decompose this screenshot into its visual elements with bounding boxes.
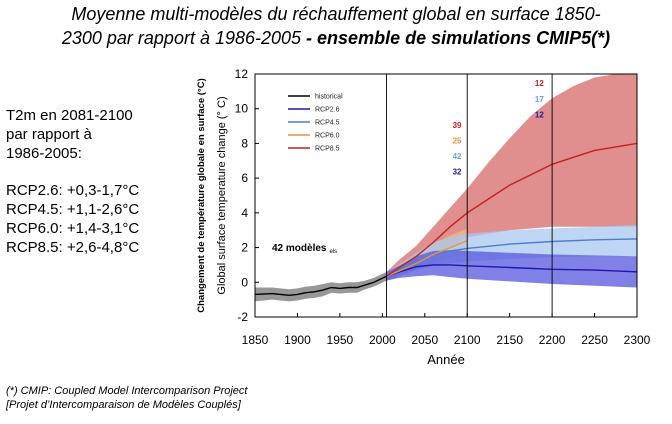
summary-rcp85: RCP8.5: +2,6-4,8°C — [6, 239, 140, 256]
model-count-12: 12 — [535, 79, 544, 88]
legend-label-rcp26: RCP2.6 — [315, 107, 340, 114]
footnote: (*) CMIP: Coupled Model Intercomparison … — [6, 384, 247, 412]
y-tick-label: 12 — [235, 67, 249, 81]
model-count-39: 39 — [453, 121, 462, 130]
legend-label-historical: historical — [315, 94, 343, 101]
model-count-17: 17 — [535, 95, 544, 104]
y-axis-title-en: Global surface temperature change (° C) — [216, 96, 228, 294]
legend-label-rcp85: RCP8.5 — [315, 146, 340, 153]
x-tick-label: 2150 — [496, 333, 523, 347]
x-axis-title: Année — [427, 352, 465, 367]
band-rcp45 — [386, 225, 637, 281]
summary-heading-1: T2m en 2081-2100 — [6, 107, 133, 124]
models-count-suffix: els — [329, 249, 337, 255]
slide-title: Moyenne multi-modèles du réchauffement g… — [0, 2, 672, 50]
y-tick-label: 6 — [241, 171, 248, 185]
title-line-2: 2300 par rapport à 1986-2005 - ensemble … — [0, 26, 672, 50]
line-historical — [254, 275, 387, 297]
line-rcp60 — [386, 239, 468, 277]
footnote-line-2: [Projet d’Intercomparaison de Modèles Co… — [6, 399, 241, 411]
summary-rcp45: RCP4.5: +1,1-2,6°C — [6, 201, 140, 218]
uncertainty-bands — [255, 74, 637, 302]
warming-summary: T2m en 2081-2100 par rapport à 1986-2005… — [6, 106, 196, 257]
x-tick-label: 2300 — [624, 333, 651, 347]
model-count-25: 25 — [453, 136, 462, 145]
period-dividers — [386, 74, 553, 317]
model-count-42: 42 — [453, 152, 462, 161]
axis-ticks: 1850 1900 1950 2000 2050 2100 2150 2200 2250 2300… — [235, 67, 651, 347]
x-tick-label: 2050 — [411, 333, 438, 347]
summary-heading-3: 1986-2005: — [6, 145, 82, 162]
models-count-main: 42 modèles — [272, 243, 327, 254]
x-tick-label: 1900 — [284, 333, 311, 347]
x-tick-label: 1850 — [242, 333, 269, 347]
band-historical — [255, 271, 387, 302]
x-tick-label: 2100 — [454, 333, 481, 347]
y-tick-label: -2 — [237, 310, 248, 324]
summary-rcp26: RCP2.6: +0,3-1,7°C — [6, 182, 140, 199]
y-tick-label: 4 — [241, 206, 248, 220]
title-line-2-bold: - ensemble de simulations CMIP5(*) — [301, 28, 611, 48]
y-tick-label: 10 — [235, 102, 249, 116]
title-line-1: Moyenne multi-modèles du réchauffement g… — [71, 4, 601, 24]
model-count-12: 12 — [535, 110, 544, 119]
line-rcp26 — [386, 264, 638, 277]
y-tick-label: 2 — [241, 241, 248, 255]
series-lines — [254, 142, 638, 297]
x-tick-label: 2000 — [369, 333, 396, 347]
line-rcp85 — [386, 142, 638, 277]
band-rcp85 — [386, 74, 637, 281]
footnote-line-1: (*) CMIP: Coupled Model Intercomparison … — [6, 385, 248, 397]
x-tick-label: 1950 — [327, 333, 354, 347]
models-count-label: 42 modèles els — [272, 243, 337, 255]
line-rcp45 — [386, 238, 638, 277]
legend: historical RCP2.6 RCP4.5 RCP6.0 RCP8.5 — [288, 94, 343, 153]
x-tick-label: 2250 — [581, 333, 608, 347]
model-count-annotations: 39 25 42 32 12 17 12 — [453, 79, 545, 177]
plot-frame — [254, 73, 638, 318]
summary-rcp60: RCP6.0: +1,4-3,1°C — [6, 220, 140, 237]
x-tick-label: 2200 — [539, 333, 566, 347]
title-line-2-plain: 2300 par rapport à 1986-2005 — [61, 28, 302, 48]
y-axis-title-fr: Changement de température globale en sur… — [196, 78, 207, 313]
legend-label-rcp45: RCP4.5 — [315, 120, 340, 127]
legend-label-rcp60: RCP6.0 — [315, 133, 340, 140]
band-rcp26 — [386, 250, 637, 288]
y-tick-label: 0 — [241, 275, 248, 289]
summary-heading-2: par rapport à — [6, 126, 92, 143]
y-tick-label: 8 — [241, 136, 248, 150]
model-count-32: 32 — [453, 168, 462, 177]
